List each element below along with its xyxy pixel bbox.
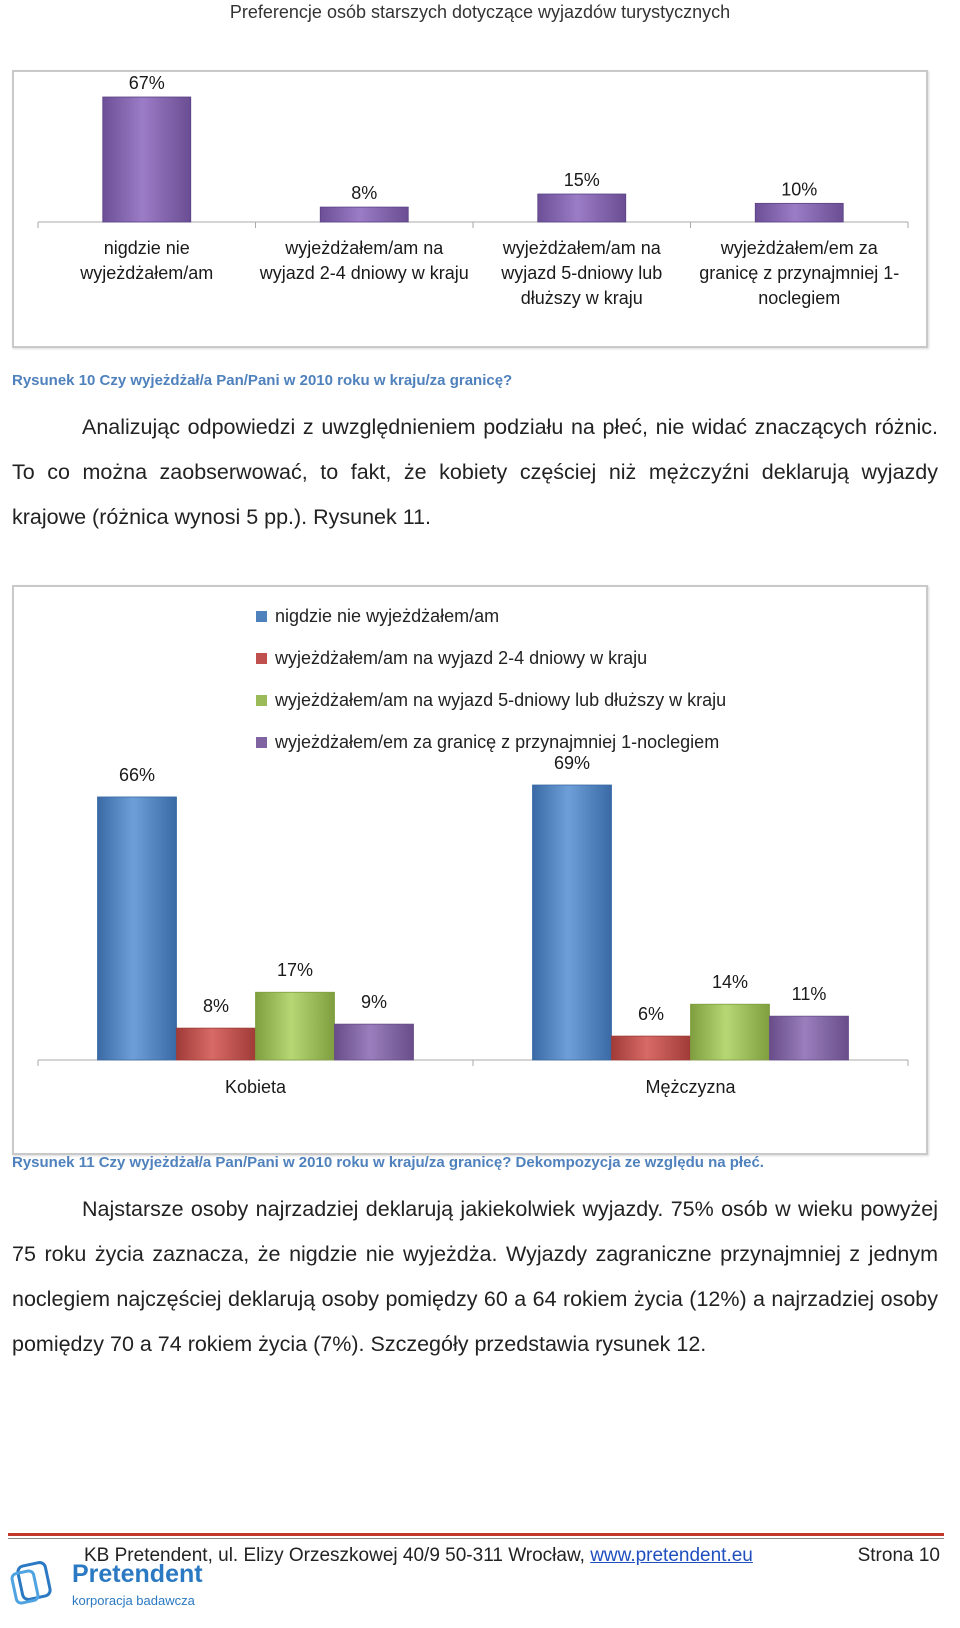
bar-group: 10% wyjeżdżałem/em za granicę z przynajmni… xyxy=(699,179,899,308)
data-label: 14% xyxy=(712,972,748,992)
category-label: wyjeżdżałem/am na xyxy=(284,238,444,258)
footer-rule-red xyxy=(8,1533,944,1536)
bar-group: 8% wyjeżdżałem/am na wyjazd 2-4 dniowy w k… xyxy=(259,183,469,283)
legend-item: wyjeżdżałem/am na wyjazd 2-4 dniowy w kr… xyxy=(256,637,726,679)
paragraph-age-analysis: Najstarsze osoby najrzadziej deklarują j… xyxy=(12,1187,938,1367)
category-label: wyjeżdżałem/am xyxy=(79,263,213,283)
bar xyxy=(611,1035,691,1061)
bar-group: 6% xyxy=(611,1004,691,1061)
footer-rule-gray xyxy=(8,1538,944,1539)
bar xyxy=(97,796,177,1061)
bar xyxy=(176,1027,256,1061)
category-label: noclegiem xyxy=(758,288,840,308)
bar xyxy=(769,1015,849,1061)
data-label: 10% xyxy=(781,179,817,199)
category-label: granicę z przynajmniej 1- xyxy=(699,263,899,283)
figure-10-caption: Rysunek 10 Czy wyjeżdżał/a Pan/Pani w 20… xyxy=(12,372,513,389)
running-header: Preferencje osób starszych dotyczące wyj… xyxy=(229,2,731,22)
bar-group: 15% wyjeżdżałem/am na wyjazd 5-dniowy lub d… xyxy=(500,170,662,308)
bar-group: 69% xyxy=(532,753,612,1061)
data-label: 15% xyxy=(564,170,600,190)
data-label: 8% xyxy=(203,996,229,1016)
legend-swatch xyxy=(256,610,267,622)
bar-group: 11% xyxy=(769,984,849,1061)
chart-figure-10-svg: 67% nigdzie nie wyjeżdżałem/am 8% wyjeżdżałe… xyxy=(37,73,909,308)
bar xyxy=(102,96,192,223)
legend-label: wyjeżdżałem/am na wyjazd 2-4 dniowy w kr… xyxy=(275,647,648,668)
category-label: wyjazd 5-dniowy lub xyxy=(500,263,662,283)
category-label: nigdzie nie xyxy=(104,238,190,258)
chart-figure-11-svg: 66% 8% 17% 9% Kobieta 69% 6% 14% 11% Mężczyzna xyxy=(37,753,909,1097)
bar xyxy=(754,202,844,223)
chart-legend: nigdzie nie wyjeżdżałem/am wyjeżdżałem/am… xyxy=(256,595,726,763)
legend-label: nigdzie nie wyjeżdżałem/am xyxy=(275,605,500,626)
bar-group: 66% xyxy=(97,765,177,1061)
legend-swatch xyxy=(256,652,267,664)
paragraph-gender-analysis-text: Analizując odpowiedzi z uwzględnieniem p… xyxy=(12,415,938,529)
chart-figure-11: nigdzie nie wyjeżdżałem/am wyjeżdżałem/am… xyxy=(12,585,928,1155)
data-label: 69% xyxy=(554,753,590,773)
category-label: Mężczyzna xyxy=(645,1077,736,1097)
category-label: wyjeżdżałem/em za xyxy=(720,238,879,258)
footer-website-link[interactable]: www.pretendent.eu xyxy=(590,1545,753,1566)
category-label: Kobieta xyxy=(225,1077,287,1097)
bar-group: 67% nigdzie nie wyjeżdżałem/am xyxy=(79,73,213,283)
legend-swatch xyxy=(256,694,267,706)
bar-group: 14% xyxy=(690,972,770,1061)
legend-label: wyjeżdżałem/em za granicę z przynajmniej… xyxy=(275,731,720,752)
paragraph-gender-analysis: Analizując odpowiedzi z uwzględnieniem p… xyxy=(12,405,938,540)
company-logo: Pretendent korporacja badawcza xyxy=(10,1560,210,1610)
data-label: 17% xyxy=(277,960,313,980)
footer: KB Pretendent, ul. Elizy Orzeszkowej 40/… xyxy=(84,1545,940,1567)
logo-name: Pretendent xyxy=(72,1560,203,1588)
bar xyxy=(690,1003,770,1061)
data-label: 6% xyxy=(638,1004,664,1024)
data-label: 8% xyxy=(351,183,377,203)
bar xyxy=(334,1023,414,1061)
data-label: 9% xyxy=(361,992,387,1012)
bar-group: 9% xyxy=(334,992,414,1061)
category-label: wyjazd 2-4 dniowy w kraju xyxy=(259,263,469,283)
data-label: 67% xyxy=(129,73,165,93)
bar xyxy=(319,206,409,223)
chart-figure-10: 67% nigdzie nie wyjeżdżałem/am 8% wyjeżdżałe… xyxy=(12,70,928,348)
logo-icon xyxy=(10,1561,52,1605)
data-label: 66% xyxy=(119,765,155,785)
bar xyxy=(537,193,627,223)
bar-group: 17% xyxy=(255,960,335,1061)
figure-11-caption: Rysunek 11 Czy wyjeżdżał/a Pan/Pani w 20… xyxy=(12,1154,764,1171)
data-label: 11% xyxy=(792,984,827,1004)
legend-swatch xyxy=(256,736,267,748)
bar xyxy=(255,991,335,1061)
legend-item: wyjeżdżałem/am na wyjazd 5-dniowy lub dł… xyxy=(256,679,726,721)
bar-group: 8% xyxy=(176,996,256,1061)
legend-label: wyjeżdżałem/am na wyjazd 5-dniowy lub dł… xyxy=(275,689,727,710)
legend-item: wyjeżdżałem/em za granicę z przynajmniej… xyxy=(256,721,726,763)
category-label: wyjeżdżałem/am na xyxy=(502,238,662,258)
category-label: dłuższy w kraju xyxy=(521,288,643,308)
footer-address: KB Pretendent, ul. Elizy Orzeszkowej 40/… xyxy=(84,1545,591,1566)
page-number: Strona 10 xyxy=(857,1545,940,1566)
legend-item: nigdzie nie wyjeżdżałem/am xyxy=(256,595,726,637)
logo-subtitle: korporacja badawcza xyxy=(72,1593,195,1608)
paragraph-age-analysis-text: Najstarsze osoby najrzadziej deklarują j… xyxy=(12,1197,938,1356)
bar xyxy=(532,784,612,1061)
